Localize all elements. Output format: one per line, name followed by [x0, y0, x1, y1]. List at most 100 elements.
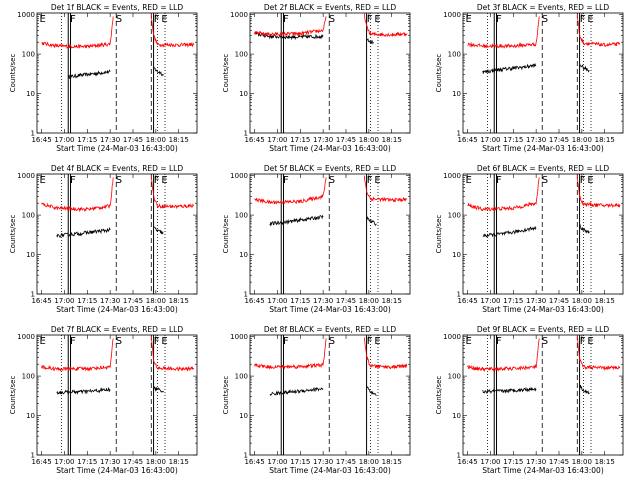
- panel-7: Det 7f BLACK = Events, RED = LLD 1 10 100 10…: [9, 325, 198, 475]
- series-line: [153, 66, 164, 77]
- series-line: [579, 63, 590, 73]
- x-tick-label: 18:15: [382, 136, 402, 144]
- interval-letter: F: [154, 175, 160, 186]
- interval-letter: E: [587, 14, 593, 25]
- panel-title: Det 3f BLACK = Events, RED = LLD: [477, 3, 610, 12]
- series-line: [363, 175, 408, 203]
- series-line: [56, 386, 111, 395]
- x-tick-label: 18:00: [359, 136, 379, 144]
- y-tick-label: 1000: [17, 172, 35, 180]
- panel-title: Det 9f BLACK = Events, RED = LLD: [477, 325, 610, 334]
- series-line: [269, 386, 324, 397]
- x-tick-label: 18:15: [382, 458, 402, 466]
- series-line: [153, 226, 164, 235]
- series-line: [150, 176, 195, 210]
- interval-letter: S: [116, 14, 122, 25]
- interval-letter: F: [154, 336, 160, 347]
- panel-title: Det 8f BLACK = Events, RED = LLD: [264, 325, 397, 334]
- panel-1: Det 1f BLACK = Events, RED = LLD 1 10 100 10…: [9, 3, 198, 153]
- y-tick-label: 1: [244, 452, 248, 460]
- y-tick-label: 1: [457, 291, 461, 299]
- interval-letter: E: [587, 175, 593, 186]
- y-tick-label: 10: [452, 412, 461, 420]
- y-tick-label: 1000: [230, 172, 248, 180]
- series-line: [150, 336, 195, 372]
- interval-letter: F: [580, 336, 586, 347]
- plot-frame: [249, 12, 411, 134]
- series-line: [269, 214, 324, 227]
- x-tick-label: 18:00: [359, 297, 379, 305]
- x-tick-label: 16:45: [31, 297, 51, 305]
- plot-frame: [249, 173, 411, 295]
- interval-letter: F: [367, 14, 373, 25]
- plot-area: [467, 174, 621, 294]
- interval-letter: F: [496, 175, 502, 186]
- y-tick-label: 100: [22, 51, 35, 59]
- y-tick-label: 100: [235, 51, 248, 59]
- y-tick-label: 10: [26, 90, 35, 98]
- interval-letter: E: [40, 14, 46, 25]
- interval-letter: S: [329, 175, 335, 186]
- series-line: [576, 174, 621, 209]
- x-axis-label: Start Time (24-Mar-03 16:43:00): [269, 305, 391, 314]
- panel-title: Det 1f BLACK = Events, RED = LLD: [51, 3, 184, 12]
- y-tick-label: 1000: [443, 11, 461, 19]
- interval-letter: E: [587, 336, 593, 347]
- x-tick-label: 17:30: [100, 136, 120, 144]
- x-tick-label: 17:30: [313, 458, 333, 466]
- x-tick-label: 17:00: [267, 136, 287, 144]
- y-tick-label: 10: [452, 251, 461, 259]
- plot-area: [254, 174, 408, 294]
- series-line: [366, 38, 374, 45]
- y-tick-label: 1000: [17, 11, 35, 19]
- interval-letter: S: [329, 14, 335, 25]
- x-tick-label: 17:45: [336, 458, 356, 466]
- panel-4: Det 4f BLACK = Events, RED = LLD 1 10 100 10…: [9, 164, 198, 314]
- x-tick-label: 17:00: [480, 458, 500, 466]
- plot-area: [41, 174, 195, 294]
- x-tick-label: 17:00: [54, 297, 74, 305]
- series-line: [363, 337, 408, 370]
- panel-9: Det 9f BLACK = Events, RED = LLD 1 10 100 10…: [435, 325, 624, 475]
- x-tick-label: 18:00: [146, 297, 166, 305]
- x-tick-label: 18:00: [572, 297, 592, 305]
- x-tick-label: 17:15: [503, 136, 523, 144]
- plot-area: [467, 13, 620, 133]
- x-tick-label: 17:45: [123, 458, 143, 466]
- plot-area: [254, 335, 408, 455]
- interval-letter: F: [367, 336, 373, 347]
- series-line: [254, 177, 327, 205]
- y-tick-label: 1: [244, 130, 248, 138]
- panel-title: Det 2f BLACK = Events, RED = LLD: [264, 3, 397, 12]
- x-tick-label: 17:30: [100, 297, 120, 305]
- series-line: [467, 177, 540, 212]
- panel-title: Det 5f BLACK = Events, RED = LLD: [264, 164, 397, 173]
- x-tick-label: 17:00: [480, 136, 500, 144]
- plot-frame: [462, 173, 624, 295]
- panel-3: Det 3f BLACK = Events, RED = LLD 1 10 100 10…: [435, 3, 624, 153]
- x-tick-label: 18:15: [169, 458, 189, 466]
- series-line: [467, 338, 540, 373]
- interval-letter: E: [466, 14, 472, 25]
- series-line: [56, 226, 111, 238]
- x-tick-label: 17:15: [290, 136, 310, 144]
- interval-letter: F: [496, 14, 502, 25]
- x-tick-label: 17:30: [313, 136, 333, 144]
- panel-title: Det 7f BLACK = Events, RED = LLD: [51, 325, 184, 334]
- x-tick-label: 17:00: [54, 136, 74, 144]
- y-axis-label: Counts/sec: [435, 54, 443, 93]
- y-tick-label: 100: [22, 373, 35, 381]
- series-line: [41, 338, 114, 372]
- y-tick-label: 1000: [230, 11, 248, 19]
- y-tick-label: 1: [457, 130, 461, 138]
- interval-letter: F: [496, 336, 502, 347]
- plot-frame: [462, 334, 624, 456]
- x-tick-label: 17:45: [336, 136, 356, 144]
- interval-letter: E: [466, 336, 472, 347]
- panel-title: Det 6f BLACK = Events, RED = LLD: [477, 164, 610, 173]
- interval-letter: E: [374, 175, 380, 186]
- interval-letter: S: [542, 175, 548, 186]
- interval-letter: S: [329, 336, 335, 347]
- x-tick-label: 18:15: [382, 297, 402, 305]
- interval-letter: F: [367, 175, 373, 186]
